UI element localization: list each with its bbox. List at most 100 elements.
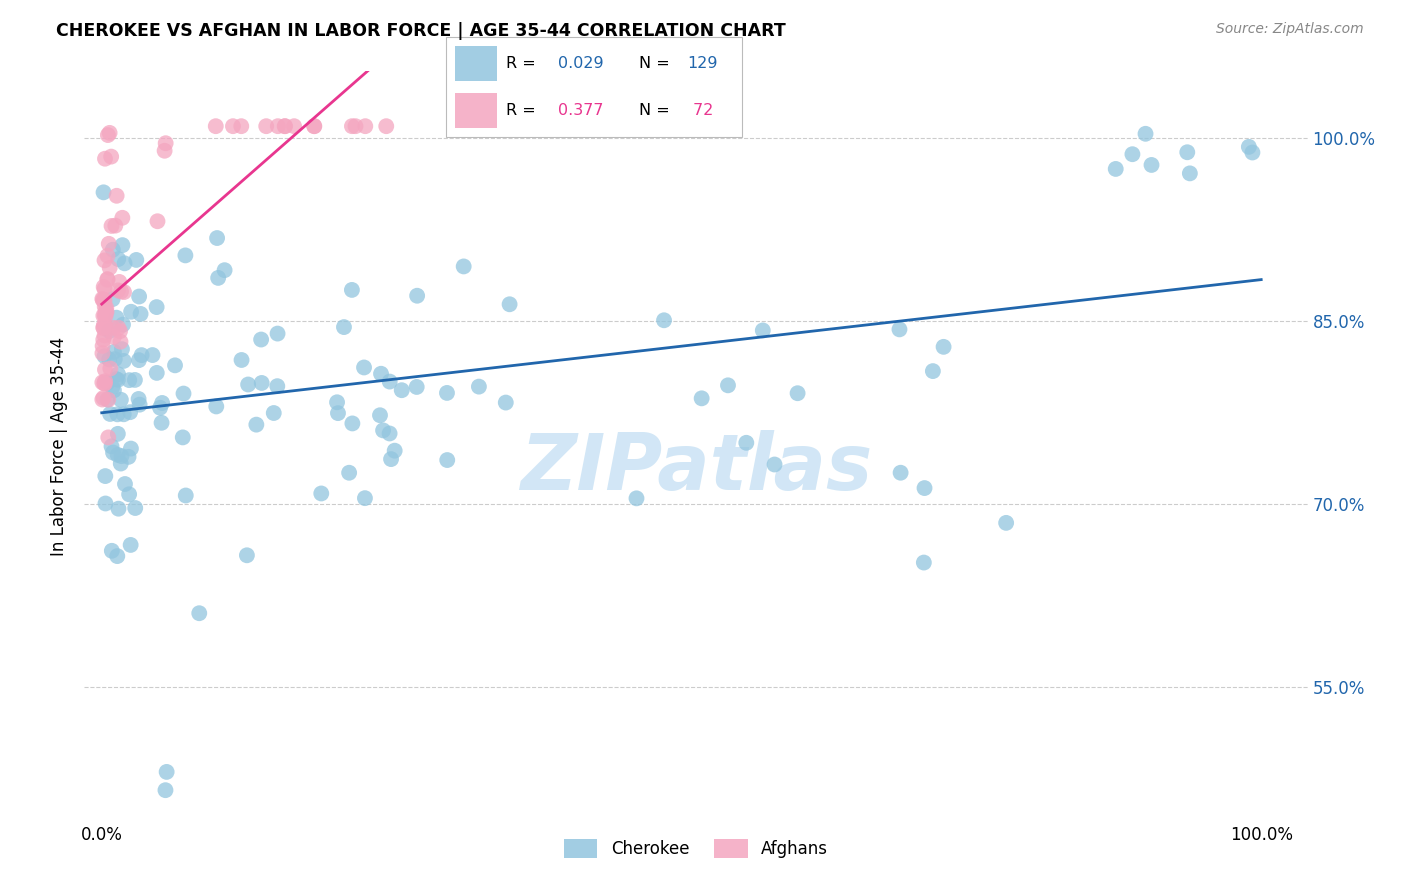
- Point: [98, 260, 121, 275]
- Text: R =: R =: [506, 103, 541, 118]
- Point: [91, 339, 114, 353]
- Point: [107, 448, 129, 462]
- Point: [93, 328, 115, 343]
- Point: [384, 443, 406, 458]
- Point: [103, 330, 125, 344]
- Point: [120, 442, 142, 456]
- FancyBboxPatch shape: [456, 93, 498, 128]
- Point: [375, 119, 398, 133]
- Point: [368, 409, 391, 423]
- Point: [690, 392, 713, 406]
- Point: [922, 364, 945, 378]
- Point: [353, 360, 375, 375]
- Point: [107, 284, 129, 298]
- Point: [266, 326, 288, 341]
- Point: [125, 252, 148, 267]
- Point: [107, 373, 129, 387]
- Point: [333, 320, 356, 334]
- Point: [107, 252, 129, 266]
- Point: [98, 361, 121, 376]
- Point: [97, 376, 120, 390]
- Point: [110, 449, 132, 463]
- Point: [91, 320, 114, 334]
- Point: [93, 376, 115, 391]
- Point: [101, 380, 124, 394]
- Point: [890, 466, 912, 480]
- Point: [96, 272, 118, 286]
- Point: [101, 243, 124, 257]
- Point: [354, 491, 377, 505]
- Point: [112, 354, 135, 368]
- Point: [652, 313, 675, 327]
- Point: [91, 293, 114, 307]
- Point: [406, 289, 429, 303]
- Point: [145, 300, 167, 314]
- Point: [786, 386, 808, 401]
- Point: [108, 275, 131, 289]
- Point: [98, 407, 121, 421]
- Point: [93, 300, 115, 314]
- Point: [163, 359, 186, 373]
- Point: [155, 783, 177, 797]
- Point: [94, 362, 117, 376]
- Point: [97, 392, 120, 407]
- Point: [112, 285, 135, 299]
- Point: [326, 406, 349, 420]
- Point: [128, 353, 150, 368]
- Point: [108, 324, 131, 338]
- Point: [150, 396, 173, 410]
- Point: [124, 373, 146, 387]
- Point: [453, 260, 475, 274]
- Point: [103, 321, 125, 335]
- Point: [101, 445, 124, 459]
- Point: [97, 128, 120, 142]
- Point: [204, 119, 226, 133]
- Point: [153, 144, 176, 158]
- Point: [174, 488, 197, 502]
- Point: [107, 368, 129, 382]
- Point: [101, 543, 124, 558]
- Point: [932, 340, 955, 354]
- Point: [120, 305, 142, 319]
- Point: [100, 150, 122, 164]
- Point: [94, 305, 117, 319]
- Point: [94, 469, 117, 483]
- Point: [96, 392, 118, 407]
- Point: [114, 477, 136, 491]
- Point: [405, 380, 427, 394]
- Point: [93, 391, 115, 405]
- Point: [105, 310, 128, 325]
- Text: 72: 72: [688, 103, 713, 118]
- Point: [93, 280, 115, 294]
- Point: [370, 367, 392, 381]
- Point: [302, 119, 325, 133]
- Point: [110, 285, 132, 299]
- Point: [111, 211, 134, 225]
- Text: 0.377: 0.377: [558, 103, 603, 118]
- Point: [107, 426, 129, 441]
- Point: [717, 378, 740, 392]
- Point: [112, 407, 135, 421]
- Point: [1121, 147, 1143, 161]
- Point: [735, 435, 758, 450]
- Point: [468, 379, 491, 393]
- Point: [96, 305, 118, 319]
- Point: [107, 501, 129, 516]
- Point: [93, 293, 115, 307]
- Point: [626, 491, 648, 506]
- Point: [326, 395, 349, 409]
- Point: [188, 606, 211, 620]
- Point: [236, 377, 259, 392]
- Text: ZIPatlas: ZIPatlas: [520, 431, 872, 507]
- Point: [94, 376, 117, 391]
- Point: [304, 119, 326, 133]
- Text: CHEROKEE VS AFGHAN IN LABOR FORCE | AGE 35-44 CORRELATION CHART: CHEROKEE VS AFGHAN IN LABOR FORCE | AGE …: [56, 22, 786, 40]
- Point: [98, 324, 121, 338]
- Point: [128, 398, 150, 412]
- Point: [96, 301, 118, 315]
- Point: [117, 450, 139, 464]
- Point: [378, 426, 401, 441]
- Point: [391, 383, 413, 397]
- Point: [174, 248, 197, 262]
- Point: [120, 405, 142, 419]
